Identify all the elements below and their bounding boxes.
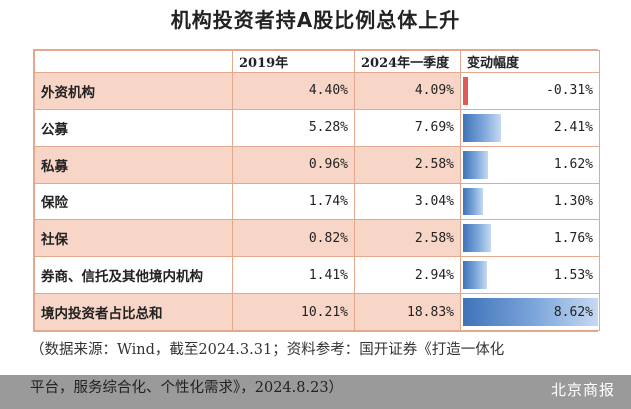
header-blank <box>34 50 233 73</box>
header-change: 变动幅度 <box>460 50 600 73</box>
change-cell: 1.30% <box>460 182 600 221</box>
value-2019: 1.41% <box>232 256 355 295</box>
header-2024q1: 2024年一季度 <box>354 50 461 73</box>
change-bar <box>463 77 468 105</box>
change-cell: 1.53% <box>460 256 600 295</box>
row-label: 境内投资者占比总和 <box>34 293 233 331</box>
value-2024q1: 2.58% <box>354 219 461 258</box>
change-value: 2.41% <box>553 120 593 136</box>
source-note-line1: （数据来源：Wind，截至2024.3.31；资料参考：国开证券《打造一体化 <box>30 342 505 358</box>
header-2019: 2019年 <box>232 50 355 73</box>
change-cell: 1.62% <box>460 145 600 184</box>
value-2019: 5.28% <box>232 108 355 147</box>
value-2024q1: 7.69% <box>354 108 461 147</box>
data-table: 2019年 2024年一季度 变动幅度 外资机构 4.40% 4.09% -0.31%… <box>33 49 600 332</box>
change-value: 8.62% <box>553 304 593 320</box>
brand-logo-text: 北京商报 <box>550 381 615 399</box>
change-value: 1.76% <box>553 230 593 246</box>
table-row: 公募 5.28% 7.69% 2.41% <box>34 108 600 147</box>
change-bar <box>463 113 501 142</box>
change-bar <box>463 187 484 216</box>
row-label: 券商、信托及其他境内机构 <box>34 256 233 295</box>
change-bar <box>463 224 491 253</box>
footer-band <box>0 375 631 409</box>
value-2019: 0.96% <box>232 145 355 184</box>
change-value: 1.53% <box>553 267 593 283</box>
value-2024q1: 4.09% <box>354 72 461 110</box>
table-row: 保险 1.74% 3.04% 1.30% <box>34 182 600 221</box>
change-value: 1.30% <box>553 193 593 209</box>
table-row: 私募 0.96% 2.58% 1.62% <box>34 145 600 184</box>
row-label: 保险 <box>34 182 233 221</box>
source-note-line2: 平台，服务综合化、个性化需求》，2024.8.23） <box>30 380 344 396</box>
value-2024q1: 2.94% <box>354 256 461 295</box>
value-2019: 10.21% <box>232 293 355 331</box>
row-label: 社保 <box>34 219 233 258</box>
value-2019: 0.82% <box>232 219 355 258</box>
change-value: 1.62% <box>553 157 593 173</box>
table-row: 外资机构 4.40% 4.09% -0.31% <box>34 72 600 110</box>
table-header-row: 2019年 2024年一季度 变动幅度 <box>34 50 600 73</box>
value-2024q1: 2.58% <box>354 145 461 184</box>
change-bar <box>463 150 489 179</box>
change-bar <box>463 298 598 326</box>
row-label: 私募 <box>34 145 233 184</box>
table-row: 券商、信托及其他境内机构 1.41% 2.94% 1.53% <box>34 256 600 295</box>
table-row: 社保 0.82% 2.58% 1.76% <box>34 219 600 258</box>
value-2019: 1.74% <box>232 182 355 221</box>
change-value: -0.31% <box>546 83 593 99</box>
change-cell: -0.31% <box>460 72 600 110</box>
chart-title: 机构投资者持A股比例总体上升 <box>170 8 461 32</box>
change-cell: 2.41% <box>460 108 600 147</box>
value-2019: 4.40% <box>232 72 355 110</box>
table-row: 境内投资者占比总和 10.21% 18.83% 8.62% <box>34 293 600 331</box>
row-label: 公募 <box>34 108 233 147</box>
change-cell: 1.76% <box>460 219 600 258</box>
row-label: 外资机构 <box>34 72 233 110</box>
change-cell: 8.62% <box>460 293 600 331</box>
value-2024q1: 18.83% <box>354 293 461 331</box>
value-2024q1: 3.04% <box>354 182 461 221</box>
change-bar <box>463 261 487 290</box>
